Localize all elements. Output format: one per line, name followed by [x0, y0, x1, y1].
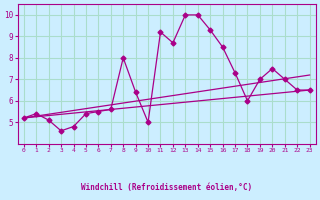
X-axis label: Windchill (Refroidissement éolien,°C): Windchill (Refroidissement éolien,°C)	[81, 183, 252, 192]
